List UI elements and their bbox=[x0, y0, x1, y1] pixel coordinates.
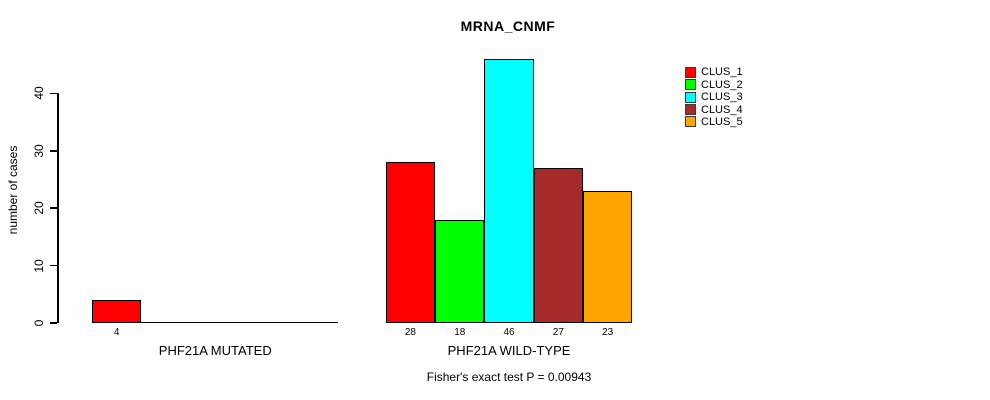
legend-item-clus_2: CLUS_2 bbox=[685, 79, 743, 91]
y-tick-mark bbox=[50, 92, 57, 95]
legend-item-clus_1: CLUS_1 bbox=[685, 66, 743, 78]
bar-value-label: 23 bbox=[602, 327, 614, 338]
bar-clus_1 bbox=[92, 300, 142, 323]
group-label: PHF21A WILD-TYPE bbox=[447, 343, 571, 358]
legend-label: CLUS_1 bbox=[701, 66, 743, 79]
zero-height-bar-line bbox=[190, 321, 240, 323]
legend-item-clus_5: CLUS_5 bbox=[685, 116, 743, 128]
y-tick-label: 30 bbox=[32, 144, 46, 158]
y-tick-mark bbox=[50, 264, 57, 267]
bar-value-label: 4 bbox=[113, 327, 120, 338]
bar-clus_5 bbox=[583, 190, 633, 323]
bar-value-label: 28 bbox=[404, 327, 416, 338]
legend-label: CLUS_4 bbox=[701, 103, 743, 116]
bar-clus_3 bbox=[484, 58, 534, 323]
zero-height-bar-line bbox=[239, 321, 290, 323]
fisher-test-annotation: Fisher's exact test P = 0.00943 bbox=[426, 370, 592, 384]
legend-label: CLUS_5 bbox=[701, 115, 743, 128]
legend-label: CLUS_3 bbox=[701, 91, 743, 104]
legend-swatch-icon bbox=[685, 116, 696, 128]
zero-height-bar-line bbox=[141, 321, 191, 323]
legend-item-clus_4: CLUS_4 bbox=[685, 104, 743, 116]
y-tick-mark bbox=[50, 150, 57, 152]
legend-label: CLUS_2 bbox=[701, 78, 743, 91]
y-tick-mark bbox=[50, 322, 57, 324]
legend-swatch-icon bbox=[685, 79, 696, 91]
bar-clus_4 bbox=[533, 168, 583, 323]
y-axis-line bbox=[57, 93, 59, 323]
chart-title: MRNA_CNMF bbox=[460, 18, 556, 34]
y-tick-label: 20 bbox=[32, 201, 46, 215]
zero-height-bar-line bbox=[289, 321, 339, 323]
bar-value-label: 46 bbox=[503, 327, 515, 338]
bar-value-label: 27 bbox=[552, 327, 564, 338]
legend-item-clus_3: CLUS_3 bbox=[685, 91, 743, 103]
legend-swatch-icon bbox=[685, 66, 696, 78]
bar-clus_2 bbox=[435, 219, 485, 323]
legend-swatch-icon bbox=[685, 91, 696, 103]
y-tick-label: 40 bbox=[32, 86, 46, 101]
bar-value-label: 18 bbox=[454, 327, 466, 338]
y-tick-mark bbox=[50, 207, 57, 209]
y-tick-label: 0 bbox=[32, 319, 46, 327]
bar-clus_1 bbox=[385, 162, 436, 323]
group-label: PHF21A MUTATED bbox=[158, 343, 272, 358]
legend-swatch-icon bbox=[685, 104, 696, 115]
y-tick-label: 10 bbox=[32, 258, 46, 273]
